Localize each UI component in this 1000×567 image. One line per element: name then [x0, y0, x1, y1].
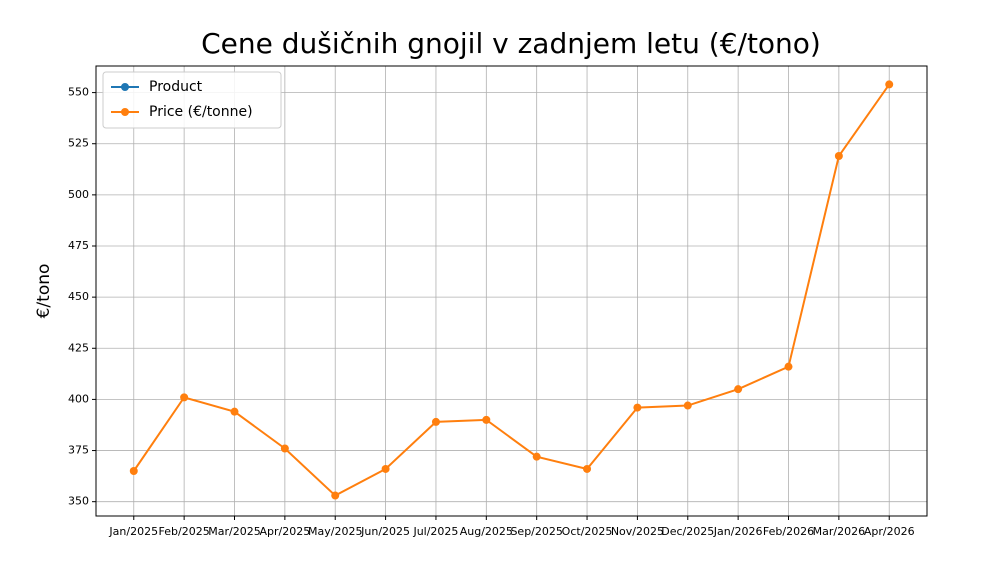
data-point — [532, 452, 541, 461]
x-tick-label: Apr/2025 — [259, 525, 310, 538]
y-tick-label: 475 — [68, 239, 89, 252]
x-tick-label: Mar/2025 — [208, 525, 260, 538]
data-point — [331, 491, 340, 500]
x-tick-label: Nov/2025 — [611, 525, 664, 538]
data-point — [834, 152, 843, 160]
x-tick-label: Jan/2026 — [713, 525, 763, 538]
data-point — [129, 467, 138, 475]
chart-title: Cene dušičnih gnojil v zadnjem letu (€/t… — [201, 27, 821, 60]
y-tick-label: 525 — [68, 137, 89, 150]
x-tick-label: Dec/2025 — [661, 525, 714, 538]
x-tick-label: Aug/2025 — [460, 525, 513, 538]
x-tick-label: Feb/2026 — [763, 525, 814, 538]
y-tick-label: 400 — [68, 392, 89, 405]
data-point — [230, 407, 239, 416]
x-tick-label: Jun/2025 — [360, 525, 410, 538]
x-tick-label: Apr/2026 — [864, 525, 915, 538]
legend-box — [102, 71, 282, 129]
plot-frame — [95, 65, 928, 517]
data-point — [482, 415, 491, 424]
data-point — [381, 464, 390, 473]
x-tick-label: Feb/2025 — [159, 525, 210, 538]
data-point — [431, 417, 440, 426]
y-axis-label: €/tono — [34, 264, 54, 319]
x-tick-label: Sep/2025 — [510, 525, 562, 538]
data-point — [280, 444, 289, 453]
legend-label: Product — [149, 79, 203, 95]
y-tick-label: 425 — [68, 341, 89, 354]
data-point — [734, 385, 743, 394]
data-point — [583, 464, 592, 473]
y-tick-label: 350 — [68, 495, 89, 508]
x-tick-label: Mar/2026 — [813, 525, 865, 538]
x-tick-label: Oct/2025 — [562, 525, 613, 538]
series-line — [132, 83, 891, 497]
y-tick-label: 375 — [68, 444, 89, 457]
data-point — [885, 80, 894, 89]
y-tick-label: 550 — [68, 86, 89, 99]
x-tick-label: May/2025 — [308, 525, 362, 538]
legend-label: Price (€/tonne) — [149, 104, 253, 120]
data-point — [633, 403, 642, 412]
data-point — [784, 362, 793, 371]
legend-marker — [121, 83, 129, 91]
y-tick-label: 500 — [68, 188, 89, 201]
y-tick-label: 450 — [68, 290, 89, 303]
data-point — [683, 401, 692, 410]
data-point — [180, 393, 189, 402]
legend-marker — [121, 108, 129, 116]
x-tick-label: Jul/2025 — [412, 525, 458, 538]
x-tick-label: Jan/2025 — [108, 525, 158, 538]
